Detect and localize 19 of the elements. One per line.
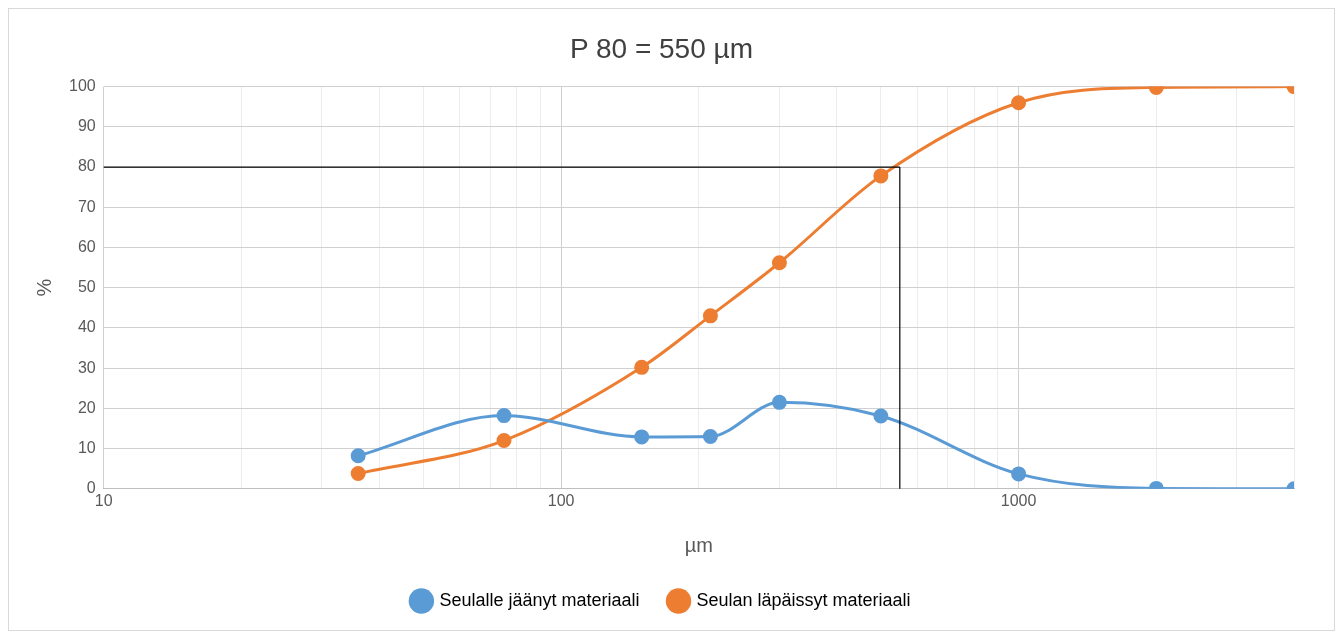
x-tick-label: 100 bbox=[547, 491, 575, 509]
y-tick-label: 80 bbox=[77, 157, 96, 175]
y-tick-label: 50 bbox=[77, 278, 96, 296]
y-tick-label: 90 bbox=[77, 117, 96, 135]
chart-title: P 80 = 550 µm bbox=[570, 32, 753, 64]
y-tick-label: 30 bbox=[77, 358, 96, 376]
y-tick-label: 0 bbox=[86, 479, 96, 497]
legend-label: Seulalle jäänyt materiaali bbox=[439, 589, 640, 610]
y-tick-label: 70 bbox=[77, 197, 96, 215]
x-tick-label: 10 bbox=[94, 491, 113, 509]
x-axis-title: µm bbox=[684, 533, 713, 556]
y-tick-label: 20 bbox=[77, 398, 96, 416]
legend-label: Seulan läpäissyt materiaali bbox=[696, 589, 911, 610]
x-tick-label: 1000 bbox=[1000, 491, 1037, 509]
y-tick-label: 40 bbox=[77, 318, 96, 336]
y-tick-label: 60 bbox=[77, 237, 96, 255]
y-axis-title: % bbox=[32, 278, 55, 297]
y-tick-label: 10 bbox=[77, 438, 96, 456]
y-tick-label: 100 bbox=[68, 77, 96, 95]
